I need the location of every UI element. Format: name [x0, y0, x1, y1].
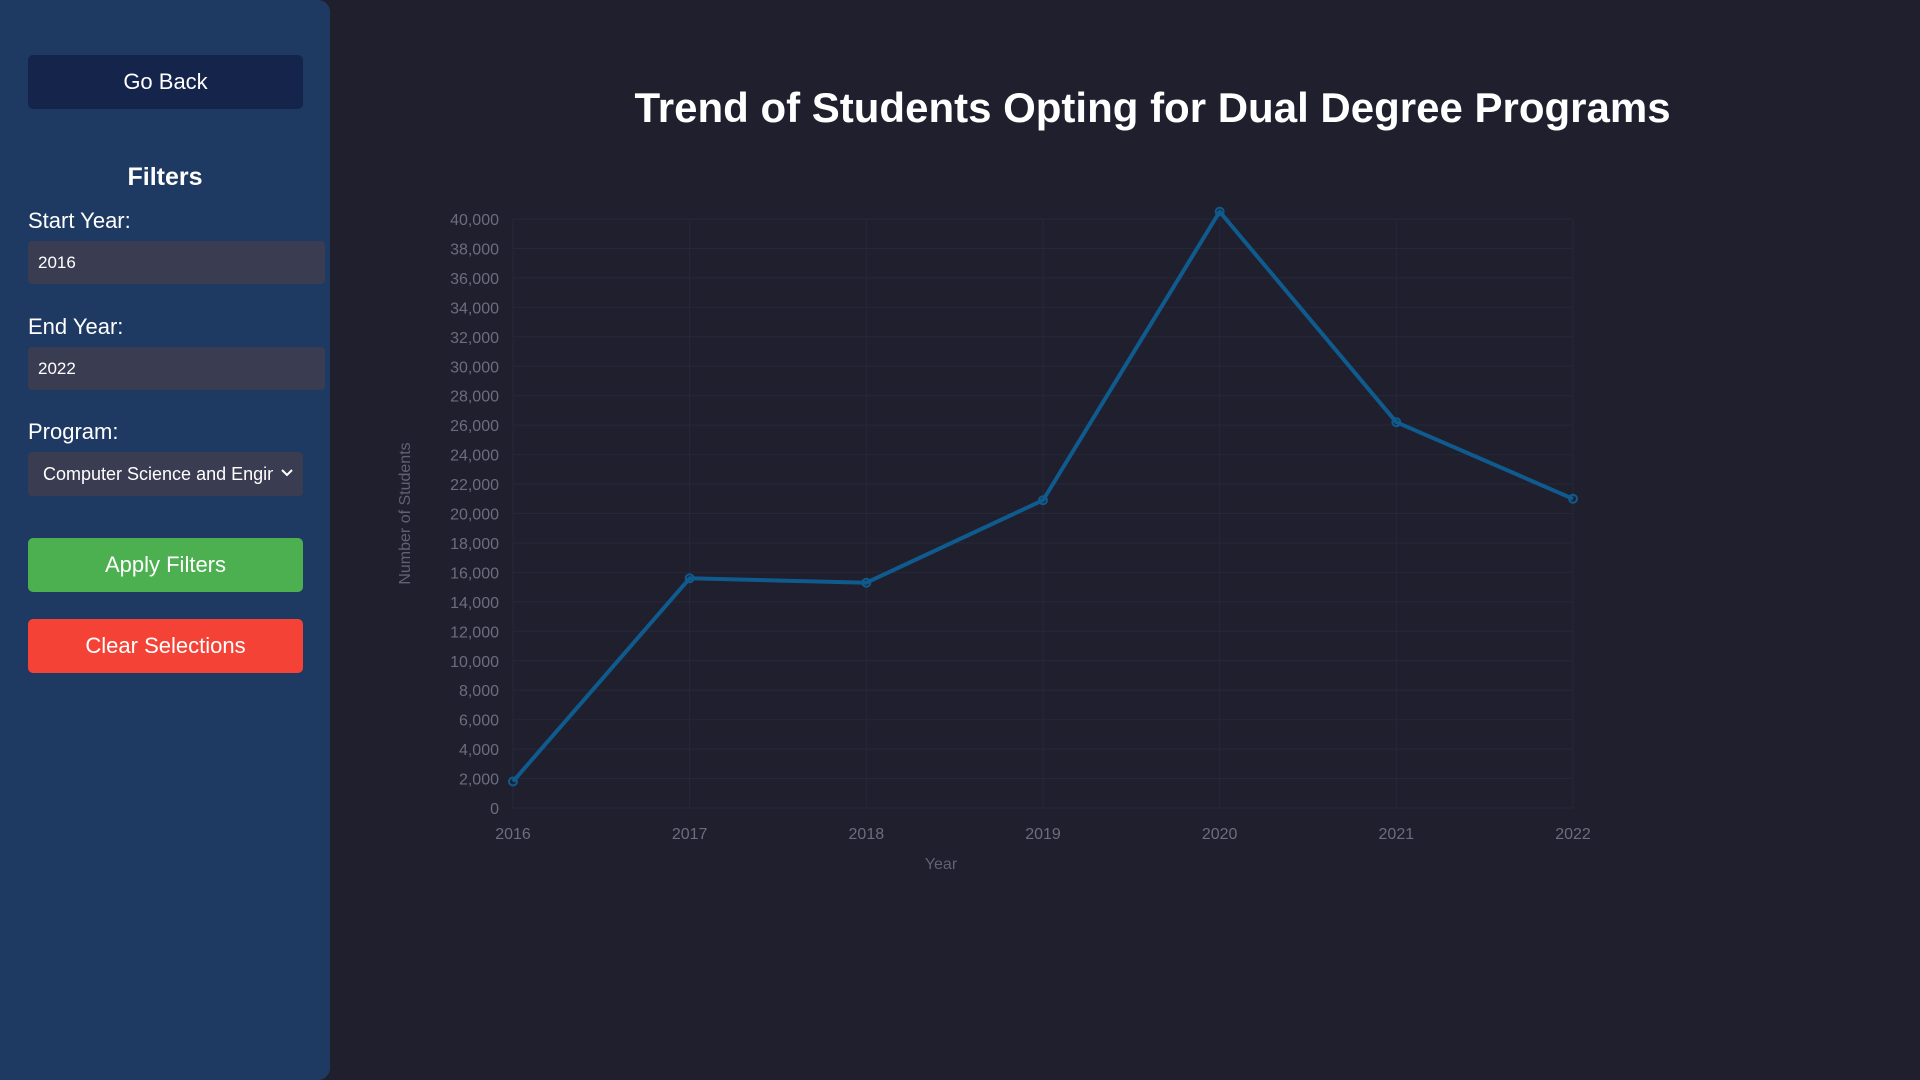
end-year-label: End Year:	[28, 314, 124, 339]
x-axis-ticks: 2016 2017 2018 2019 2020 2021 2022	[495, 826, 1591, 843]
series-line	[511, 209, 1574, 783]
data-point[interactable]	[1391, 417, 1402, 428]
clear-selections-button[interactable]: Clear Selections	[28, 619, 303, 673]
line-chart: 0 2,000 4,000 6,000 8,000 10,000 12,000 14,000 1…	[397, 206, 1591, 873]
y-tick-label: 40,000	[450, 212, 499, 229]
end-year-input[interactable]: 2022	[28, 347, 325, 390]
y-tick-label: 8,000	[459, 683, 499, 700]
y-tick-label: 34,000	[450, 300, 499, 317]
x-axis-title: Year	[925, 856, 958, 873]
data-point[interactable]	[861, 577, 872, 588]
y-tick-label: 4,000	[459, 742, 499, 759]
y-tick-label: 14,000	[450, 595, 499, 612]
data-point[interactable]	[1214, 206, 1225, 217]
y-tick-label: 6,000	[459, 713, 499, 730]
y-tick-label: 12,000	[450, 624, 499, 641]
data-points	[508, 206, 1578, 787]
data-point[interactable]	[684, 573, 695, 584]
chart-grid	[512, 218, 1574, 809]
y-tick-label: 2,000	[459, 772, 499, 789]
y-tick-label: 38,000	[450, 241, 499, 258]
x-tick-label: 2019	[1025, 826, 1061, 843]
data-point[interactable]	[508, 776, 518, 787]
y-tick-label: 10,000	[450, 654, 499, 671]
data-point[interactable]	[1568, 493, 1578, 504]
y-tick-label: 18,000	[450, 536, 499, 553]
y-tick-label: 20,000	[450, 507, 499, 524]
data-point[interactable]	[1038, 495, 1048, 506]
y-axis-title: Number of Students	[397, 442, 414, 584]
program-select[interactable]: Computer Science and Engineering	[28, 452, 303, 496]
y-tick-label: 16,000	[450, 565, 499, 582]
x-tick-label: 2017	[672, 826, 708, 843]
y-tick-label: 0	[490, 801, 499, 818]
program-label: Program:	[28, 419, 119, 444]
y-tick-label: 24,000	[450, 448, 499, 465]
y-tick-label: 36,000	[450, 271, 499, 288]
y-tick-label: 28,000	[450, 389, 499, 406]
filters-heading: Filters	[127, 163, 203, 191]
y-tick-label: 22,000	[450, 477, 499, 494]
start-year-input[interactable]: 2016	[28, 241, 325, 284]
y-tick-label: 32,000	[450, 330, 499, 347]
y-tick-label: 30,000	[450, 359, 499, 376]
start-year-label: Start Year:	[28, 208, 131, 233]
apply-filters-button[interactable]: Apply Filters	[28, 538, 303, 592]
y-axis-ticks: 0 2,000 4,000 6,000 8,000 10,000 12,000 14,000 1…	[450, 212, 499, 818]
x-tick-label: 2018	[849, 826, 885, 843]
chart-title: Trend of Students Opting for Dual Degree…	[634, 84, 1671, 131]
x-tick-label: 2021	[1379, 826, 1415, 843]
go-back-button[interactable]: Go Back	[28, 55, 303, 109]
sidebar: Go Back Filters Start Year: 2016 End Yea…	[0, 0, 330, 1080]
program-select-value: Computer Science and Engineering	[43, 463, 273, 484]
x-tick-label: 2020	[1202, 826, 1238, 843]
chevron-down-icon	[279, 464, 295, 485]
y-tick-label: 26,000	[450, 418, 499, 435]
x-tick-label: 2016	[495, 826, 531, 843]
x-tick-label: 2022	[1555, 826, 1591, 843]
